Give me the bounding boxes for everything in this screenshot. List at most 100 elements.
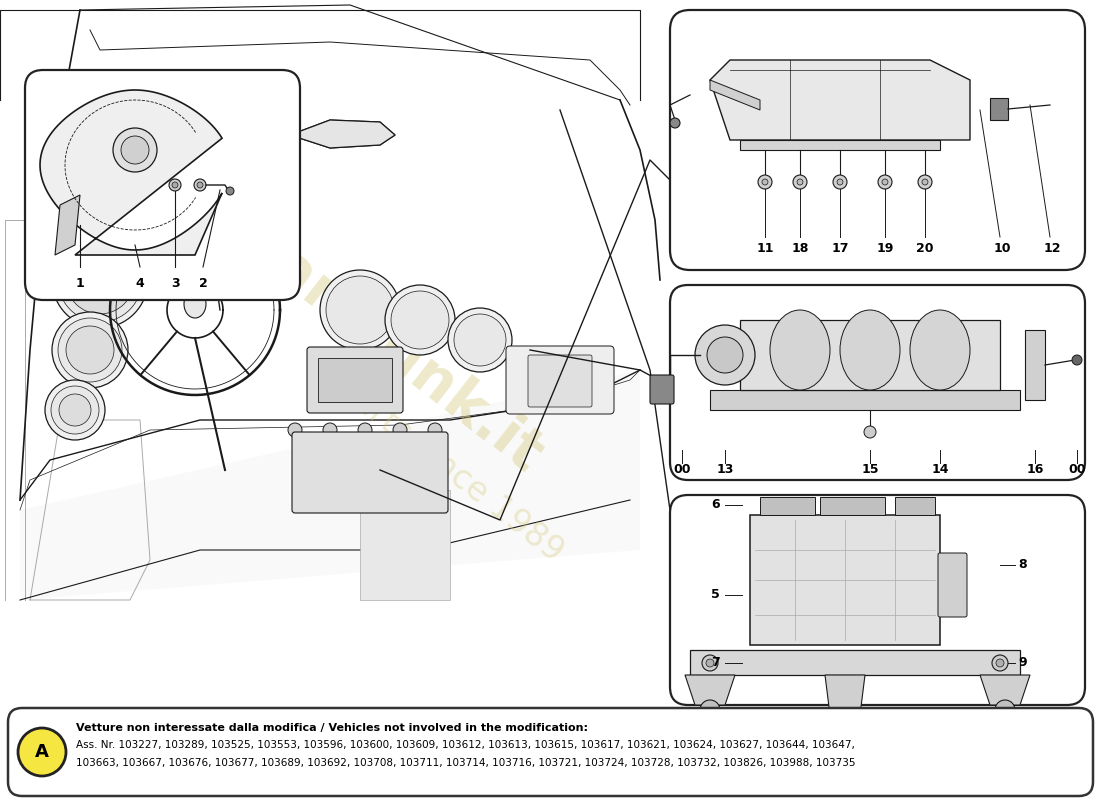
FancyBboxPatch shape [318, 358, 392, 402]
Circle shape [66, 246, 134, 314]
Polygon shape [980, 675, 1030, 705]
FancyBboxPatch shape [650, 375, 674, 404]
Text: A: A [35, 743, 48, 761]
Polygon shape [20, 370, 640, 600]
Polygon shape [740, 140, 940, 150]
Circle shape [864, 426, 876, 438]
Circle shape [52, 232, 148, 328]
Text: 103663, 103667, 103676, 103677, 103689, 103692, 103708, 103711, 103714, 103716, : 103663, 103667, 103676, 103677, 103689, … [76, 758, 856, 768]
Circle shape [706, 659, 714, 667]
Text: 00: 00 [1068, 463, 1086, 476]
Circle shape [226, 187, 234, 195]
FancyBboxPatch shape [938, 553, 967, 617]
Circle shape [169, 179, 182, 191]
FancyBboxPatch shape [528, 355, 592, 407]
Text: 16: 16 [1026, 463, 1044, 476]
Circle shape [58, 318, 122, 382]
FancyBboxPatch shape [506, 346, 614, 414]
Circle shape [121, 136, 148, 164]
Text: 17: 17 [832, 242, 849, 255]
Circle shape [996, 700, 1015, 720]
Circle shape [670, 118, 680, 128]
Polygon shape [750, 515, 940, 645]
Circle shape [51, 386, 99, 434]
FancyBboxPatch shape [25, 70, 300, 300]
FancyBboxPatch shape [307, 347, 403, 413]
Text: 6: 6 [712, 498, 720, 511]
Ellipse shape [770, 310, 830, 390]
Text: 4: 4 [135, 277, 144, 290]
Circle shape [992, 655, 1008, 671]
Circle shape [882, 179, 888, 185]
Text: Vetture non interessate dalla modifica / Vehicles not involved in the modificati: Vetture non interessate dalla modifica /… [76, 723, 588, 733]
FancyBboxPatch shape [292, 432, 448, 513]
Text: 14: 14 [932, 463, 948, 476]
Circle shape [393, 423, 407, 437]
Circle shape [59, 394, 91, 426]
Circle shape [702, 655, 718, 671]
Text: 9: 9 [1018, 657, 1026, 670]
Text: 13: 13 [716, 463, 734, 476]
Text: 18: 18 [791, 242, 808, 255]
FancyBboxPatch shape [670, 285, 1085, 480]
Polygon shape [55, 195, 80, 255]
Circle shape [798, 179, 803, 185]
Text: partsfink.it: partsfink.it [228, 214, 552, 486]
Polygon shape [820, 497, 886, 515]
Circle shape [390, 291, 449, 349]
Circle shape [837, 179, 843, 185]
Ellipse shape [184, 290, 206, 318]
Circle shape [326, 276, 394, 344]
Circle shape [320, 270, 400, 350]
Circle shape [323, 423, 337, 437]
Text: 2: 2 [199, 277, 208, 290]
Polygon shape [740, 320, 1000, 390]
Polygon shape [685, 675, 735, 705]
Polygon shape [290, 120, 395, 148]
Circle shape [113, 128, 157, 172]
Circle shape [700, 700, 720, 720]
Text: 19: 19 [877, 242, 893, 255]
Circle shape [358, 423, 372, 437]
Circle shape [918, 175, 932, 189]
Circle shape [58, 238, 142, 322]
Circle shape [793, 175, 807, 189]
Circle shape [922, 179, 928, 185]
Circle shape [454, 314, 506, 366]
Circle shape [428, 423, 442, 437]
Polygon shape [825, 675, 865, 715]
Circle shape [1072, 355, 1082, 365]
Circle shape [18, 728, 66, 776]
Text: Ass. Nr. 103227, 103289, 103525, 103553, 103596, 103600, 103609, 103612, 103613,: Ass. Nr. 103227, 103289, 103525, 103553,… [76, 740, 855, 750]
Polygon shape [895, 497, 935, 515]
Circle shape [833, 175, 847, 189]
Polygon shape [710, 80, 760, 110]
Polygon shape [360, 490, 450, 600]
Polygon shape [760, 497, 815, 515]
Circle shape [288, 423, 302, 437]
Polygon shape [1025, 330, 1045, 400]
Circle shape [66, 326, 114, 374]
Circle shape [448, 308, 512, 372]
Circle shape [707, 337, 743, 373]
Text: 10: 10 [993, 242, 1011, 255]
FancyBboxPatch shape [670, 10, 1085, 270]
Text: 8: 8 [1018, 558, 1026, 571]
Circle shape [758, 175, 772, 189]
Polygon shape [40, 90, 222, 255]
FancyBboxPatch shape [990, 98, 1008, 120]
Text: 15: 15 [861, 463, 879, 476]
Text: 12: 12 [1043, 242, 1060, 255]
Text: 11: 11 [757, 242, 773, 255]
Circle shape [52, 312, 128, 388]
Circle shape [878, 175, 892, 189]
Polygon shape [710, 60, 970, 140]
Circle shape [194, 179, 206, 191]
FancyBboxPatch shape [8, 708, 1093, 796]
Circle shape [996, 659, 1004, 667]
Ellipse shape [840, 310, 900, 390]
Text: 5: 5 [712, 589, 720, 602]
Circle shape [197, 182, 204, 188]
Circle shape [385, 285, 455, 355]
Polygon shape [690, 650, 1020, 675]
